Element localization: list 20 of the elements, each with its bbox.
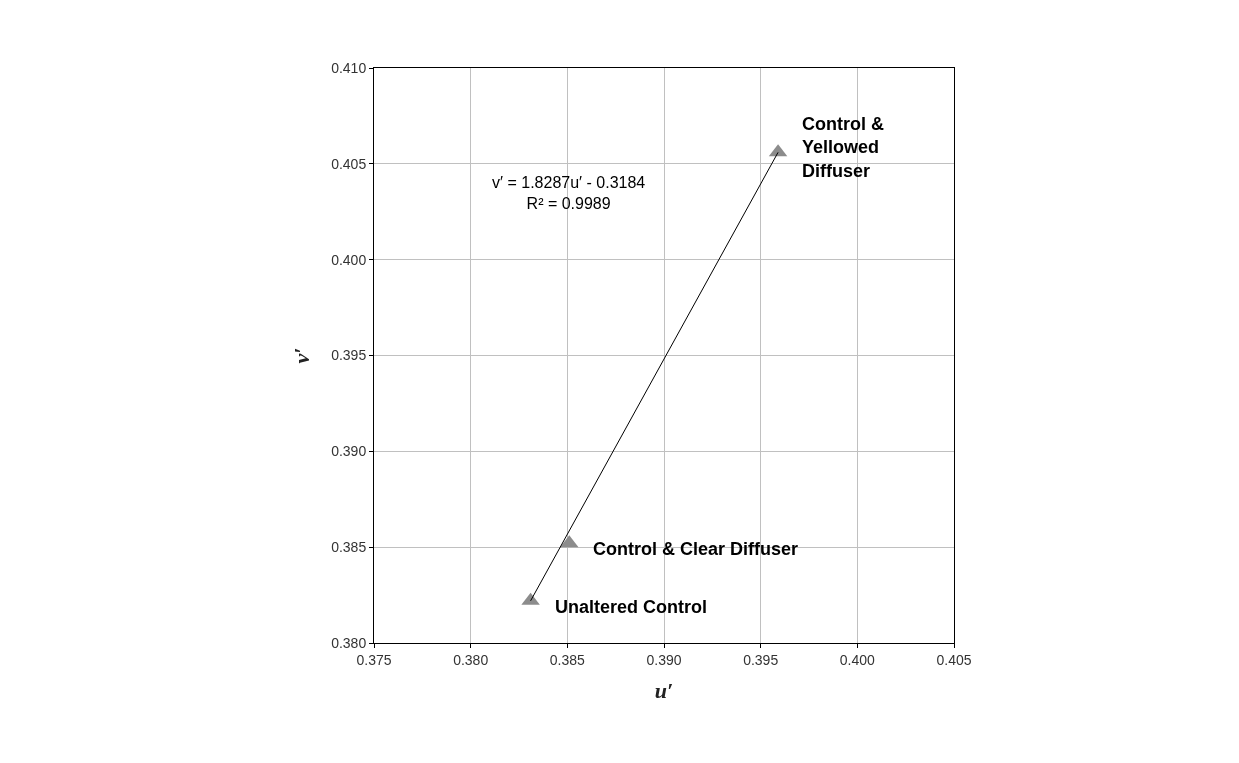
annotation: Control & Clear Diffuser	[593, 539, 799, 559]
annotation: v′ = 1.8287u′ - 0.3184 R² = 0.9989	[492, 174, 646, 212]
annotation: Control & Yellowed Diffuser	[802, 114, 884, 181]
x-tick-label: 0.380	[453, 651, 489, 668]
x-axis-title: u′	[654, 677, 674, 703]
y-tick-label: 0.390	[331, 443, 367, 460]
y-tick-label: 0.400	[331, 251, 367, 268]
y-tick-label: 0.405	[331, 155, 367, 172]
y-tick-label: 0.385	[331, 539, 367, 556]
y-axis-title: v′	[288, 347, 314, 364]
x-tick-label: 0.405	[936, 651, 972, 668]
x-tick-label: 0.385	[549, 651, 586, 668]
x-tick-label: 0.400	[839, 651, 876, 668]
y-tick-label: 0.410	[331, 59, 367, 76]
x-tick-label: 0.395	[743, 651, 779, 668]
x-tick-label: 0.375	[356, 651, 392, 668]
y-tick-label: 0.380	[331, 634, 367, 651]
annotation: Unaltered Control	[555, 597, 708, 617]
y-tick-label: 0.395	[331, 347, 367, 364]
x-tick-label: 0.390	[646, 651, 682, 668]
